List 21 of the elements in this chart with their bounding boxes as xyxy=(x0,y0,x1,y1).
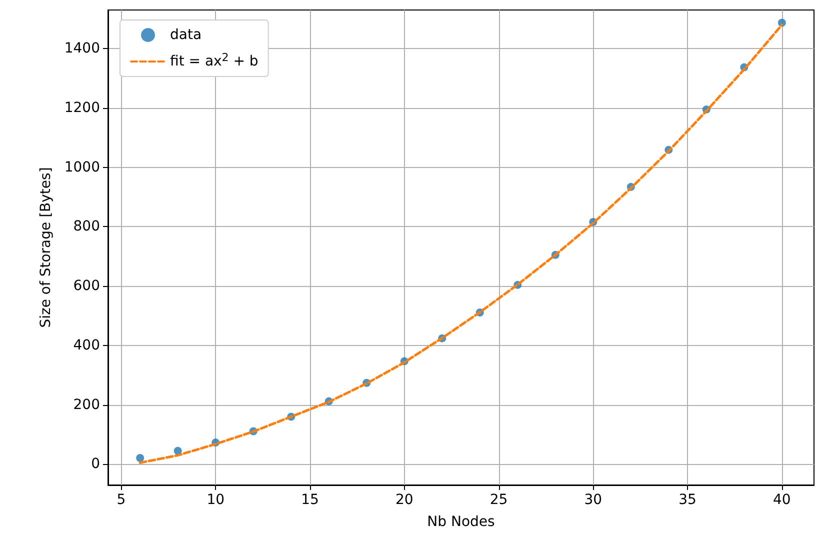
x-tick-label: 25 xyxy=(490,492,508,508)
x-tick-label: 5 xyxy=(116,492,126,508)
y-axis-title: Size of Storage [Bytes] xyxy=(38,167,54,328)
y-tick-label: 0 xyxy=(91,456,100,472)
y-tick-label: 1200 xyxy=(64,100,100,116)
x-tick-label: 15 xyxy=(301,492,319,508)
y-tick-label: 1000 xyxy=(64,159,100,176)
y-tick-label: 1400 xyxy=(64,40,100,57)
y-tick-label: 600 xyxy=(73,278,100,294)
y-tick-label: 200 xyxy=(73,396,100,413)
y-tick-label: 400 xyxy=(73,337,100,354)
x-tick-label: 30 xyxy=(584,492,602,508)
x-axis-title: Nb Nodes xyxy=(427,514,495,530)
x-tick-label: 40 xyxy=(772,492,791,508)
point xyxy=(174,446,182,455)
x-tick-label: 10 xyxy=(206,492,225,508)
x-tick-label: 35 xyxy=(678,492,696,508)
legend-label: data xyxy=(170,27,202,43)
x-tick-label: 20 xyxy=(395,492,414,508)
point xyxy=(136,454,144,462)
y-tick-label: 800 xyxy=(73,218,100,235)
